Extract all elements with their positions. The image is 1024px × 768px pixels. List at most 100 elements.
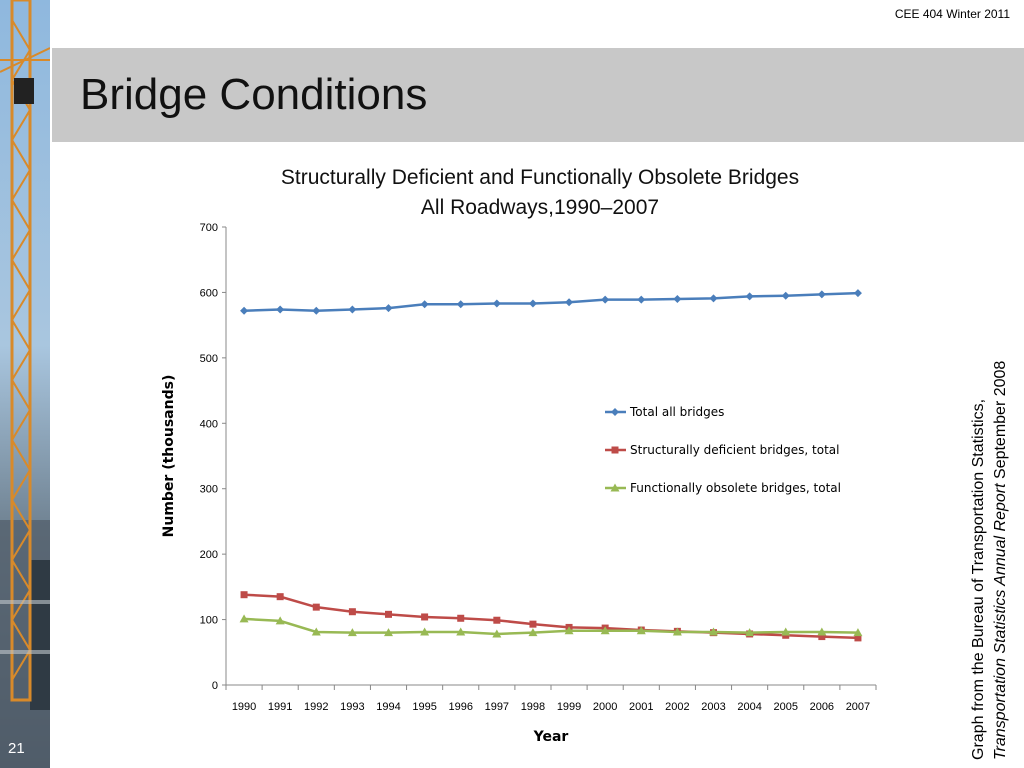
- y-tick-label: 700: [200, 222, 218, 234]
- x-tick-label: 2004: [737, 701, 761, 713]
- legend-entry-2: Structurally deficient bridges, total: [605, 443, 839, 457]
- x-tick-label: 1999: [557, 701, 581, 713]
- x-tick-label: 2005: [773, 701, 797, 713]
- data-point: [528, 299, 537, 308]
- data-point: [420, 300, 429, 309]
- line-chart: Structurally Deficient and Functionally …: [161, 166, 877, 745]
- legend-entry-1: Total all bridges: [605, 405, 724, 419]
- data-point: [781, 627, 791, 636]
- data-point: [420, 627, 430, 636]
- title-bar: Bridge Conditions: [52, 48, 1024, 142]
- chart-title: Structurally Deficient and Functionally …: [281, 166, 799, 189]
- y-tick-label: 500: [200, 353, 218, 365]
- data-point: [384, 304, 393, 313]
- y-tick-label: 100: [200, 615, 218, 627]
- legend-label: Total all bridges: [629, 405, 724, 419]
- data-point: [601, 295, 610, 304]
- data-point: [817, 290, 826, 299]
- x-tick-label: 1995: [412, 701, 436, 713]
- data-point: [312, 306, 321, 315]
- data-point: [348, 608, 356, 616]
- series-line: [243, 617, 858, 636]
- data-point: [781, 291, 790, 300]
- chart-axes: 0 100 200 300 400 500 600 700 1990 1991 1992 1993 19…: [200, 222, 877, 713]
- data-point: [528, 628, 538, 637]
- legend-entry-3: Functionally obsolete bridges, total: [605, 481, 841, 495]
- data-point: [853, 289, 862, 298]
- legend-marker: [611, 446, 619, 454]
- data-point: [421, 613, 429, 621]
- series-3: [239, 614, 863, 638]
- data-point: [529, 620, 537, 628]
- data-point: [456, 300, 465, 309]
- data-point: [239, 614, 249, 623]
- data-point: [637, 295, 646, 304]
- data-point: [456, 627, 466, 636]
- data-point: [384, 628, 393, 637]
- data-point: [709, 294, 718, 303]
- series-1: [240, 289, 862, 315]
- legend-label: Functionally obsolete bridges, total: [630, 481, 841, 495]
- series-2: [240, 591, 862, 642]
- data-point: [493, 616, 501, 624]
- data-point: [817, 627, 827, 636]
- y-tick-label: 600: [200, 287, 218, 299]
- x-tick-label: 2002: [665, 701, 689, 713]
- legend-label: Structurally deficient bridges, total: [630, 443, 839, 457]
- x-tick-label: 1991: [268, 701, 292, 713]
- data-point: [457, 614, 465, 622]
- data-point: [853, 628, 863, 637]
- series-line: [244, 291, 858, 312]
- data-point: [564, 626, 574, 635]
- y-tick-label: 200: [200, 549, 218, 561]
- chart-series: [239, 289, 863, 642]
- data-point: [312, 603, 320, 611]
- data-point: [240, 591, 248, 599]
- x-tick-label: 2003: [701, 701, 725, 713]
- construction-crane-photo: [0, 0, 50, 768]
- source-report-date: September 2008: [992, 360, 1009, 484]
- y-axis-label: Number (thousands): [161, 375, 177, 538]
- source-report-title: Transportation Statistics Annual Report: [992, 483, 1009, 760]
- data-point: [672, 627, 682, 636]
- x-tick-label: 1994: [376, 701, 400, 713]
- data-point: [565, 298, 574, 307]
- data-point: [311, 627, 321, 636]
- y-tick-label: 400: [200, 418, 218, 430]
- x-tick-label: 2000: [593, 701, 617, 713]
- x-tick-label: 1992: [304, 701, 328, 713]
- x-tick-label: 1997: [485, 701, 509, 713]
- data-point: [818, 633, 826, 641]
- data-point: [276, 593, 284, 601]
- series-line: [243, 593, 858, 640]
- x-axis-label: Year: [533, 729, 569, 745]
- x-tick-label: 1998: [521, 701, 545, 713]
- data-point: [240, 306, 249, 315]
- slide-title: Bridge Conditions: [80, 70, 428, 119]
- data-point: [348, 305, 357, 314]
- y-tick-label: 300: [200, 484, 218, 496]
- chart-legend: Total all bridges Structurally deficient …: [605, 405, 841, 495]
- data-point: [745, 292, 754, 301]
- legend-marker: [611, 408, 619, 416]
- data-point: [600, 626, 610, 635]
- x-tick-label: 1990: [232, 701, 256, 713]
- x-tick-label: 2001: [629, 701, 653, 713]
- data-point: [745, 628, 755, 637]
- data-point: [276, 305, 285, 314]
- data-point: [385, 610, 392, 618]
- data-point: [636, 626, 646, 635]
- data-point: [709, 627, 718, 636]
- data-point: [347, 628, 357, 637]
- x-tick-label: 2006: [810, 701, 834, 713]
- data-point: [673, 294, 682, 303]
- data-point: [275, 616, 285, 625]
- source-line-2: Transportation Statistics Annual Report …: [990, 260, 1012, 760]
- course-label: CEE 404 Winter 2011: [894, 7, 1010, 21]
- chart-subtitle: All Roadways,1990–2007: [421, 196, 659, 219]
- y-tick-label: 0: [212, 680, 218, 692]
- x-tick-label: 1996: [448, 701, 472, 713]
- x-tick-label: 2007: [846, 701, 870, 713]
- slide-number: 21: [8, 740, 25, 757]
- source-citation: Graph from the Bureau of Transportation …: [968, 260, 1012, 760]
